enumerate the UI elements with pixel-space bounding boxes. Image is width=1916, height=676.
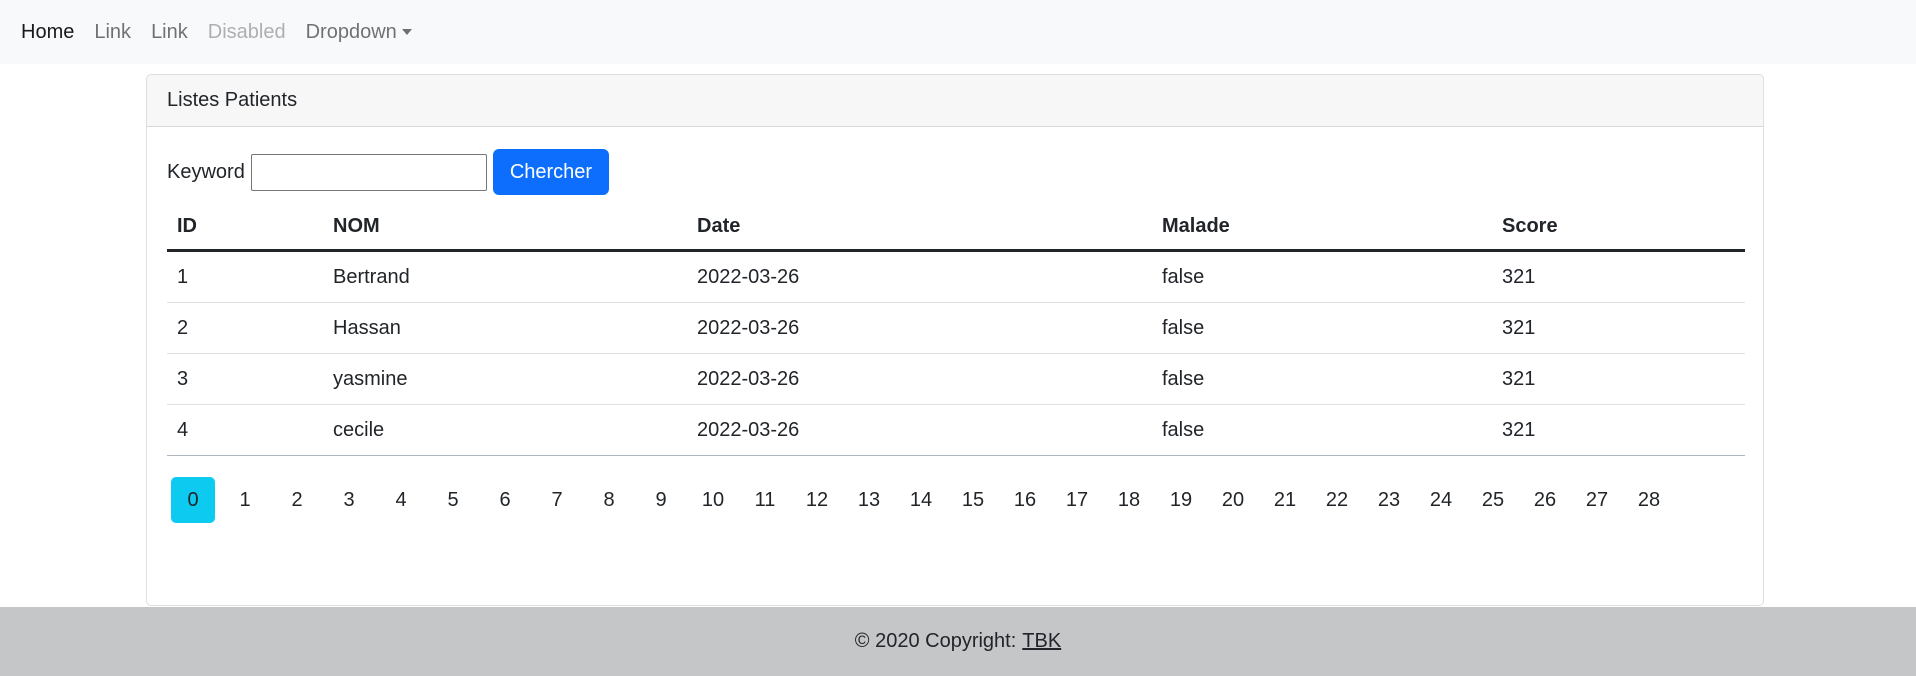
column-header-malade: Malade [1152,203,1492,252]
page-button[interactable]: 21 [1273,488,1297,511]
cell-score: 321 [1492,302,1745,354]
table-row: 4 cecile 2022-03-26 false 321 [167,404,1745,456]
card-header: Listes Patients [147,75,1763,127]
footer-link[interactable]: TBK [1022,630,1062,652]
nav-dropdown-toggle[interactable]: Dropdown [306,22,412,42]
page-button[interactable]: 1 [239,488,251,511]
cell-nom: Hassan [323,302,687,354]
cell-malade: false [1152,302,1492,354]
copyright-text: © 2020 Copyright: [854,630,1017,652]
cell-id: 1 [167,250,323,303]
patients-card: Listes Patients Keyword Chercher ID NOM … [146,74,1764,606]
nav-disabled-link: Disabled [207,21,286,43]
page-button[interactable]: 17 [1065,488,1089,511]
cell-date: 2022-03-26 [687,404,1152,456]
cell-score: 321 [1492,250,1745,303]
page-button[interactable]: 23 [1377,488,1401,511]
nav-dropdown-label: Dropdown [305,21,397,43]
cell-nom: yasmine [323,353,687,405]
nav-home-link[interactable]: Home [21,21,75,43]
table-header-row: ID NOM Date Malade Score [167,203,1745,252]
page-button[interactable]: 12 [805,488,829,511]
page-button[interactable]: 8 [603,488,615,511]
page-button[interactable]: 4 [395,488,407,511]
page-button[interactable]: 24 [1429,488,1453,511]
page-button[interactable]: 27 [1585,488,1609,511]
table-row: 2 Hassan 2022-03-26 false 321 [167,302,1745,354]
cell-nom: cecile [323,404,687,456]
page-button[interactable]: 28 [1637,488,1661,511]
page-button[interactable]: 11 [754,488,776,511]
page-button[interactable]: 26 [1533,488,1557,511]
cell-date: 2022-03-26 [687,353,1152,405]
cell-malade: false [1152,353,1492,405]
page-button[interactable]: 16 [1013,488,1037,511]
cell-score: 321 [1492,404,1745,456]
column-header-id: ID [167,203,323,252]
page-button[interactable]: 5 [447,488,459,511]
page-button[interactable]: 2 [291,488,303,511]
cell-score: 321 [1492,353,1745,405]
cell-date: 2022-03-26 [687,250,1152,303]
column-header-score: Score [1492,203,1745,252]
navbar: Home Link Link Disabled Dropdown [0,0,1916,64]
cell-id: 2 [167,302,323,354]
page-button[interactable]: 18 [1117,488,1141,511]
cell-date: 2022-03-26 [687,302,1152,354]
nav-link-1[interactable]: Link [94,21,132,43]
page-button[interactable]: 7 [551,488,563,511]
cell-malade: false [1152,404,1492,456]
cell-nom: Bertrand [323,250,687,303]
column-header-nom: NOM [323,203,687,252]
page-button[interactable]: 13 [857,488,881,511]
page-button[interactable]: 22 [1325,488,1349,511]
cell-malade: false [1152,250,1492,303]
page-button[interactable]: 10 [701,488,725,511]
page-button[interactable]: 14 [909,488,933,511]
nav-items: Home Link Link Disabled Dropdown [21,22,432,42]
footer: © 2020 Copyright: TBK [0,607,1916,676]
page-button[interactable]: 9 [655,488,667,511]
keyword-label: Keyword [167,160,245,183]
page-button-active[interactable]: 0 [171,477,215,523]
caret-down-icon [401,29,412,35]
page-button[interactable]: 6 [499,488,511,511]
search-form: Keyword Chercher [167,149,610,195]
nav-link-2[interactable]: Link [151,21,188,43]
pagination: 0 1 2 3 4 5 6 7 8 9 10 11 12 13 14 15 16… [171,477,1741,523]
card-title: Listes Patients [167,89,298,111]
keyword-input[interactable] [250,153,487,191]
search-button[interactable]: Chercher [492,149,610,195]
column-header-date: Date [687,203,1152,252]
patients-table: ID NOM Date Malade Score 1 Bertrand 2022… [167,203,1745,456]
page-button[interactable]: 20 [1221,488,1245,511]
page-button[interactable]: 25 [1481,488,1505,511]
page-button[interactable]: 15 [961,488,985,511]
cell-id: 3 [167,353,323,405]
page-button[interactable]: 19 [1169,488,1193,511]
cell-id: 4 [167,404,323,456]
table-row: 1 Bertrand 2022-03-26 false 321 [167,250,1745,303]
table-row: 3 yasmine 2022-03-26 false 321 [167,353,1745,405]
page-button[interactable]: 3 [343,488,355,511]
